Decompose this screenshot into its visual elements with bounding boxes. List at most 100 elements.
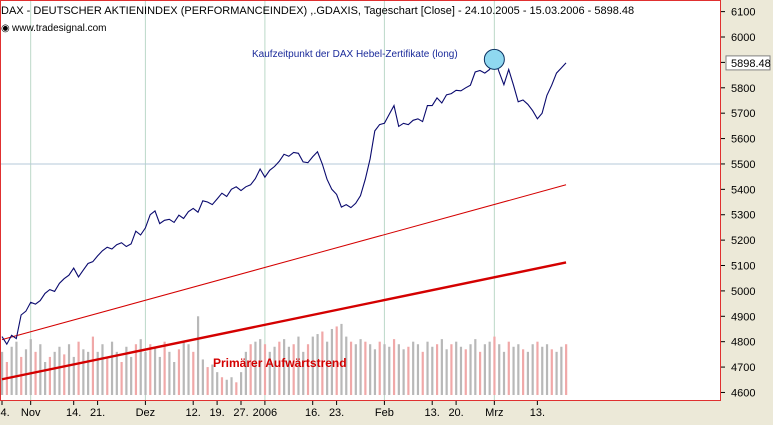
x-tick-label: Dez: [136, 407, 156, 419]
volume-bar: [445, 349, 448, 395]
volume-bar: [125, 346, 128, 395]
volume-bar: [373, 349, 377, 395]
x-tick-label: Feb: [375, 407, 394, 419]
volume-bar: [10, 346, 13, 395]
volume-bar: [254, 341, 257, 395]
volume-bar: [259, 339, 262, 395]
volume-bar: [182, 341, 185, 395]
volume-bar: [512, 346, 515, 395]
volume-bar: [192, 351, 195, 395]
x-tick-label: 24.: [0, 407, 10, 419]
price-line: [1, 55, 567, 346]
volume-bar: [502, 351, 506, 395]
y-tick-label: 4800: [731, 337, 755, 349]
y-tick-label: 5000: [731, 286, 755, 298]
volume-bar: [349, 341, 353, 395]
upper-trend-line: [1, 184, 567, 341]
x-tick-label: 14.: [66, 407, 81, 419]
volume-bar: [110, 341, 114, 395]
volume-bar: [63, 354, 66, 395]
volume-bar: [101, 344, 104, 395]
volume-bar: [48, 356, 51, 395]
volume-bar: [120, 361, 123, 395]
volume-bar: [354, 344, 357, 395]
volume-bar: [517, 344, 520, 395]
volume-bar: [211, 364, 214, 395]
volume-bar: [278, 341, 281, 395]
volume-bar: [450, 344, 453, 395]
volume-bar: [82, 349, 85, 395]
y-tick-label: 6000: [731, 32, 755, 44]
volume-bar: [306, 344, 310, 395]
primary-trend-line: [1, 261, 567, 381]
x-axis: 24. Nov 14. 21. Dez 12. 19. 27. 2006 16. 23. Feb 13.…: [0, 401, 545, 419]
volume-bar: [39, 344, 42, 395]
volume-bar: [560, 346, 563, 395]
volume-bar: [158, 356, 161, 395]
volume-bar: [421, 351, 424, 395]
volume-bar: [416, 344, 420, 395]
volume-bar: [426, 341, 429, 395]
volume-bar: [163, 341, 166, 395]
volume-bar: [402, 349, 405, 395]
volume-bar: [359, 339, 362, 395]
volume-bar: [440, 339, 443, 395]
volume-bar: [330, 328, 334, 395]
volume-bar: [283, 339, 286, 395]
volume-bar: [455, 341, 458, 395]
volume-bar: [130, 356, 133, 395]
volume-bar: [369, 344, 372, 395]
x-tick-label: 13.: [530, 407, 545, 419]
annotation-label: Kaufzeitpunkt der DAX Hebel-Zertifikate …: [252, 49, 458, 60]
buy-point-marker[interactable]: [483, 48, 505, 70]
volume-bar: [1, 351, 4, 395]
volume-bar: [187, 344, 190, 395]
volume-bar: [91, 336, 95, 395]
volume-bar: [225, 379, 228, 395]
watermark: www.tradesignal.com: [11, 23, 106, 34]
volume-bar: [287, 346, 290, 395]
trend-lines: [1, 184, 567, 381]
x-tick-label: 23.: [329, 407, 344, 419]
volume-bar: [302, 351, 305, 395]
volume-bar: [240, 372, 243, 395]
volume-bar: [263, 344, 267, 395]
y-tick-label: 5400: [731, 184, 755, 196]
volume-bar: [115, 351, 118, 395]
volume-bar: [550, 349, 553, 395]
volume-bar: [479, 351, 482, 395]
volume-bar: [407, 346, 410, 395]
y-tick-label: 5100: [731, 261, 755, 273]
y-tick-label: 4700: [731, 362, 755, 374]
last-value-label: 5898.48: [731, 58, 771, 70]
volume-bar: [483, 344, 486, 395]
volume-bar: [273, 346, 276, 395]
volume-bar: [435, 344, 439, 395]
volume-bar: [474, 339, 477, 395]
x-tick-label: 20.: [448, 407, 463, 419]
volume-bar: [72, 356, 75, 395]
volume-bar: [397, 344, 400, 395]
volume-bar: [44, 361, 47, 395]
x-tick-label: 13.: [425, 407, 440, 419]
plot-area: [0, 0, 721, 401]
trend-label: Primärer Aufwärtstrend: [213, 356, 347, 370]
x-tick-label: Mrz: [485, 407, 503, 419]
volume-bar: [96, 351, 99, 395]
volume-bar: [106, 356, 109, 395]
volume-bar: [469, 344, 472, 395]
volume-bar: [536, 341, 539, 395]
x-tick-label: 27.: [233, 407, 248, 419]
volume-bar: [392, 339, 396, 395]
volume-bar: [15, 341, 18, 395]
volume-bar: [268, 351, 271, 395]
volume-bar: [378, 341, 381, 395]
volume-bar: [498, 344, 501, 395]
volume-bar: [24, 349, 28, 395]
volume-bar: [173, 361, 176, 395]
volume-bar: [168, 351, 171, 395]
volume-bar: [488, 341, 491, 395]
y-tick-label: 5700: [731, 108, 755, 120]
volume-bar: [311, 336, 314, 395]
y-tick-label: 5800: [731, 83, 755, 95]
